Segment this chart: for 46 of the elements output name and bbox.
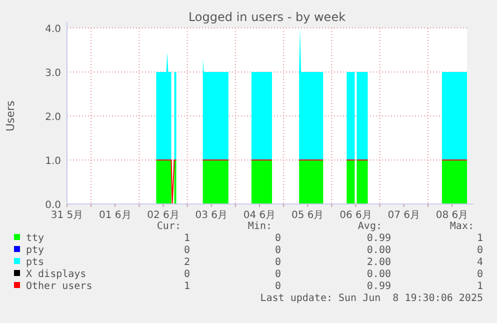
text: Cur: (156, 221, 181, 232)
text: 0 (274, 257, 281, 268)
x-tick-label: 02 6月 (147, 210, 180, 221)
text: Min: (248, 221, 272, 232)
x-tick-label: 08 6月 (436, 210, 468, 221)
text: 0 (274, 269, 281, 280)
text: 1 (184, 281, 190, 292)
text: 0 (476, 245, 483, 256)
legend-label: pts (26, 257, 44, 268)
text: 0 (274, 245, 281, 256)
x-tick-label: 03 6月 (195, 210, 228, 221)
text: 1 (476, 281, 483, 292)
legend-label: tty (26, 233, 44, 244)
y-tick-label: 1.0 (45, 156, 61, 167)
legend-label: X displays (26, 269, 86, 280)
legend-label: pty (26, 245, 44, 256)
x-tick-label: 05 6月 (291, 210, 324, 221)
x-tick-label: 01 6月 (98, 210, 132, 221)
text: 1 (476, 233, 483, 244)
text: 0 (184, 269, 190, 280)
text: 4 (476, 257, 483, 268)
text: 0.99 (366, 281, 391, 292)
text: Last update: Sun Jun 8 19:30:06 2025 (260, 293, 483, 304)
text: Avg: (358, 221, 382, 232)
text: 0.99 (366, 233, 391, 244)
text: 2.00 (366, 257, 391, 268)
text: 0 (274, 233, 281, 244)
x-tick-label: 04 6月 (243, 210, 276, 221)
y-tick-label: 3.0 (45, 68, 61, 79)
x-tick-label: 07 6月 (388, 210, 420, 221)
y-tick-label: 4.0 (45, 24, 61, 35)
text: 0.00 (366, 269, 391, 280)
text: 0.00 (366, 245, 391, 256)
chart-title: Logged in users - by week (188, 10, 346, 24)
y-tick-label: 2.0 (45, 112, 61, 123)
legend-label: Other users (26, 281, 92, 292)
x-tick-label: 06 6月 (340, 210, 372, 221)
text: 1 (184, 233, 190, 244)
y-axis-title: Users (4, 100, 17, 132)
text: 0 (274, 281, 281, 292)
y-tick-label: 0.0 (45, 200, 61, 211)
x-tick-label: 31 5月 (50, 210, 84, 221)
text: 2 (184, 257, 190, 268)
text: 0 (184, 245, 190, 256)
text: Max: (450, 221, 474, 232)
text: 0 (476, 269, 483, 280)
